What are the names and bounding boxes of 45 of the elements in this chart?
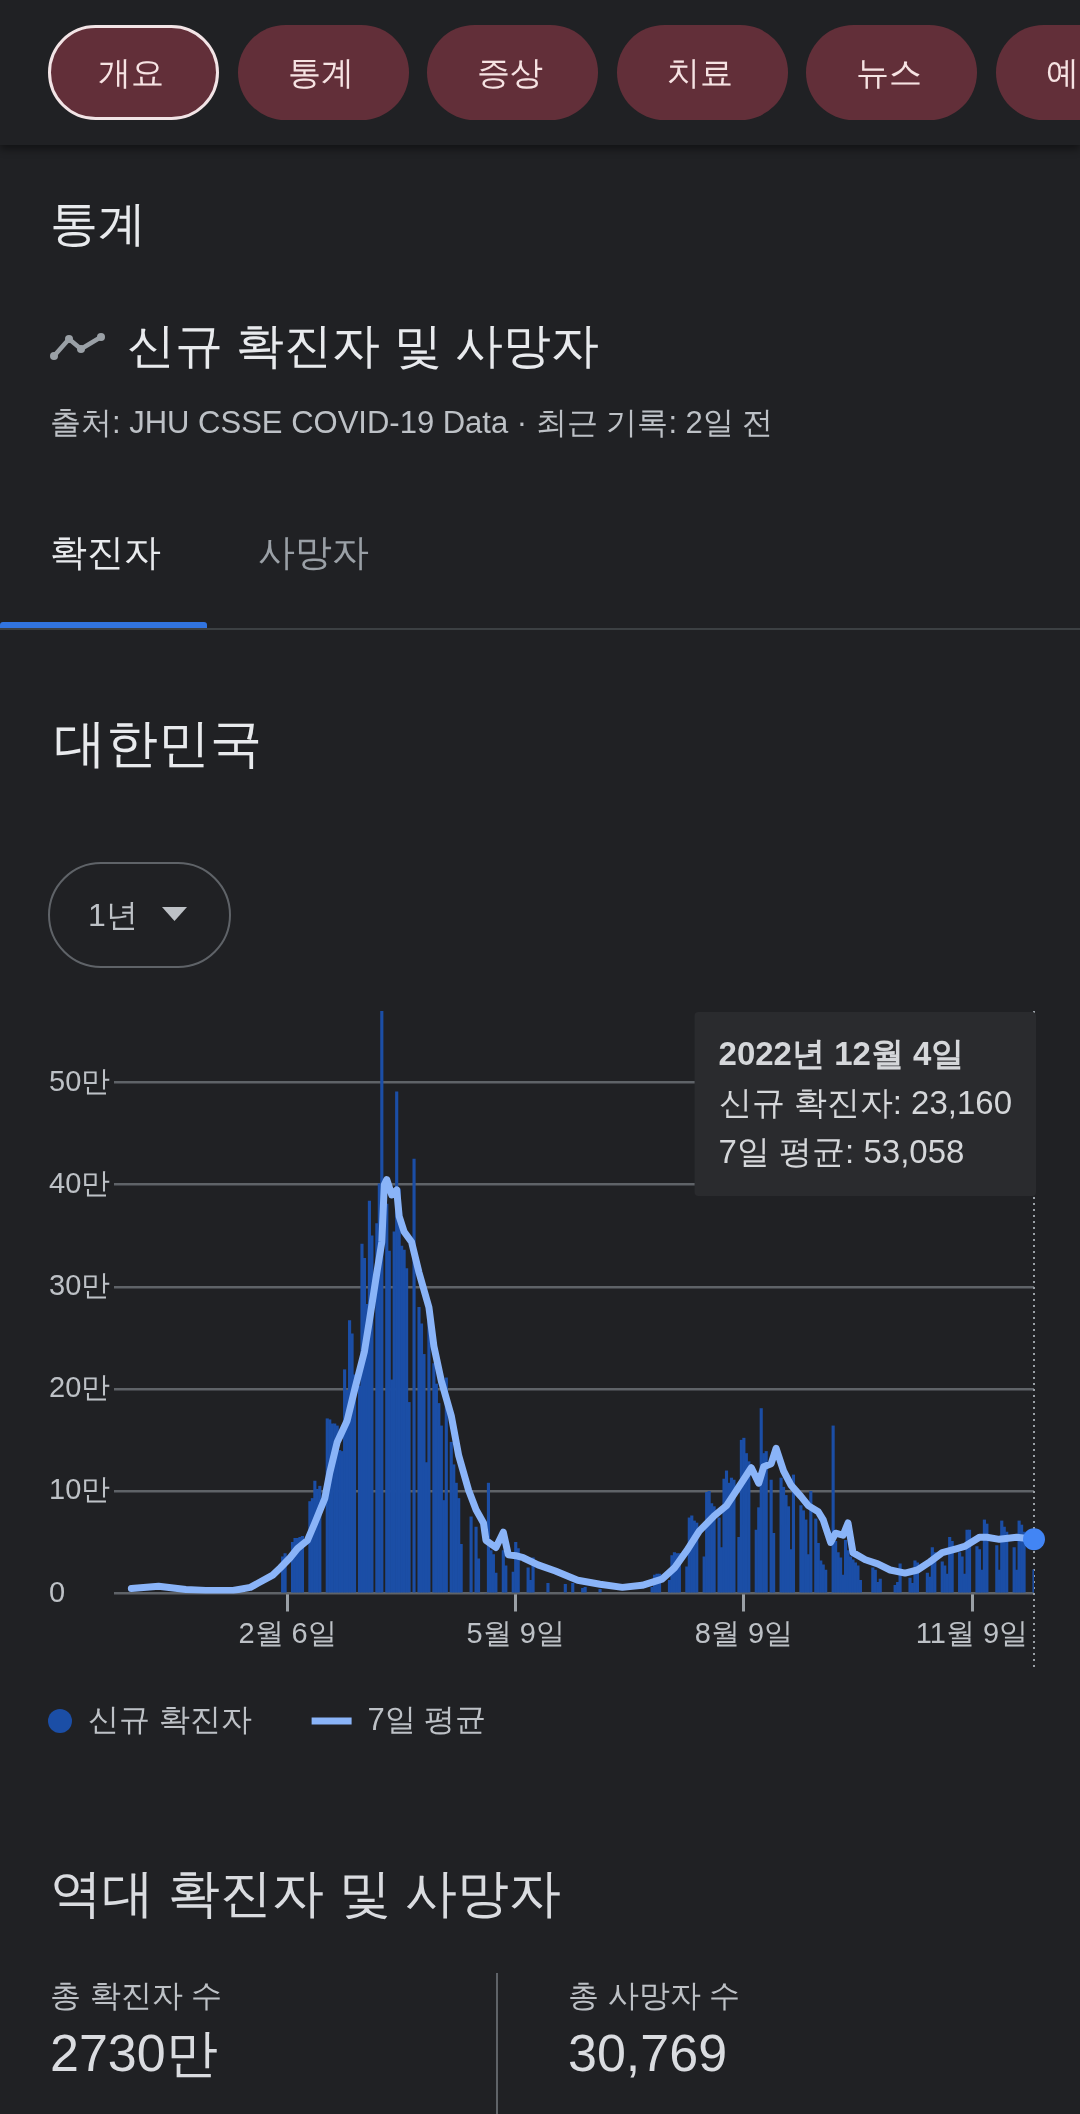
chip: 증상 <box>427 25 598 120</box>
y-tick-label: 40만 <box>49 1166 111 1199</box>
x-tick-label: 8월 9일 <box>694 1616 794 1649</box>
chip: 통계 <box>237 25 409 120</box>
text: 사망자 <box>258 530 369 575</box>
text: 역대 확진자 및 사망자 <box>50 1862 562 1924</box>
x-tick-label: 2월 6일 <box>238 1616 337 1649</box>
y-tick-label: 50만 <box>49 1064 111 1097</box>
chip: 뉴스 <box>806 25 977 120</box>
text: 신규 확진자 및 사망자 <box>127 318 600 375</box>
bar <box>546 1582 550 1593</box>
bar <box>779 1477 783 1593</box>
legend-label: 신규 확진자 <box>88 1701 252 1737</box>
bar <box>995 1545 999 1593</box>
x-tick-label: 5월 9일 <box>466 1616 565 1649</box>
text: 30,769 <box>568 2022 728 2084</box>
text: 총 사망자 수 <box>568 1977 741 2015</box>
legend-label: 7일 평균 <box>367 1701 487 1737</box>
y-tick-label: 30만 <box>49 1268 111 1301</box>
text: 총 확진자 수 <box>50 1977 223 2015</box>
bar <box>814 1518 818 1593</box>
chip: 치료 <box>616 25 788 120</box>
bar <box>824 1569 828 1593</box>
bar <box>799 1505 803 1593</box>
x-tick-label: 11월 9일 <box>915 1616 1029 1649</box>
bar <box>1032 1569 1034 1593</box>
dropdown: 1년 <box>48 862 231 968</box>
text: 2730만 <box>50 2022 218 2084</box>
bar <box>958 1552 962 1593</box>
chart-title: 대한민국 <box>54 712 262 774</box>
bar <box>598 1589 602 1593</box>
chip: 예 <box>995 25 1080 120</box>
source-note: 출처: JHU CSSE COVID-19 Data · 최근 기록: 2일 전 <box>50 404 774 442</box>
y-tick-label: 20만 <box>49 1371 111 1404</box>
text: 통계 <box>50 196 146 253</box>
bar <box>571 1582 575 1593</box>
bar <box>385 1203 389 1593</box>
annotation: 2022년 12월 4일 신규 확진자: 23,160 7일 평균: 53,058 <box>718 1035 1013 1171</box>
chip: 개요 <box>48 25 219 120</box>
bar <box>943 1565 947 1593</box>
y-tick-label: 10만 <box>49 1473 111 1506</box>
text: 확진자 <box>50 530 161 575</box>
chart-subtitle: 1년 <box>88 895 138 935</box>
y-tick-label: 0 <box>49 1575 66 1608</box>
bar <box>563 1583 567 1593</box>
